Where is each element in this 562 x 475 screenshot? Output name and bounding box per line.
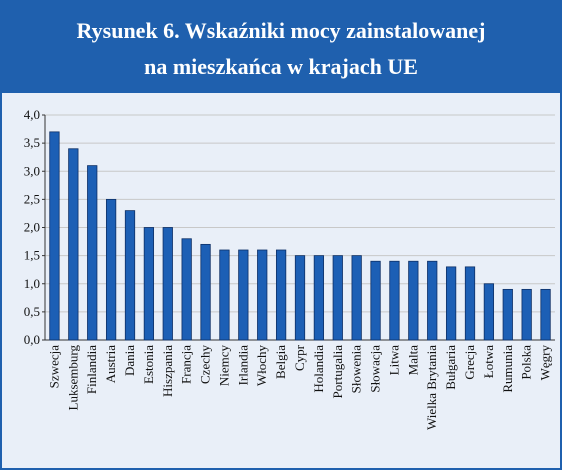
bar: [427, 260, 438, 341]
x-tick-label: Węgry: [538, 345, 553, 381]
y-tick-label: 3,5: [24, 135, 40, 150]
chart-title: Rysunek 6. Wskaźniki mocy zainstalowanej: [77, 18, 486, 43]
header: [0, 0, 562, 93]
bar: [162, 227, 173, 341]
y-tick-label: 3,0: [24, 163, 40, 178]
bar: [313, 255, 325, 341]
bar: [370, 260, 381, 341]
bar: [275, 249, 287, 341]
y-tick-label: 1,5: [24, 248, 40, 263]
x-tick-label: Rumunia: [500, 345, 515, 393]
x-tick-label: Litwa: [386, 345, 401, 376]
y-tick-label: 2,5: [24, 191, 40, 206]
bar: [389, 260, 400, 341]
bar: [464, 266, 476, 341]
x-tick-label: Bułgaria: [443, 345, 458, 390]
x-tick-label: Szwecja: [46, 345, 61, 389]
x-tick-label: Polska: [519, 345, 534, 380]
bar: [521, 288, 532, 341]
x-tick-label: Niemcy: [216, 345, 231, 387]
bar: [181, 238, 192, 341]
bar: [143, 227, 155, 341]
x-tick-label: Słowenia: [349, 345, 364, 394]
x-tick-label: Austria: [103, 345, 118, 384]
bar: [408, 260, 419, 341]
y-tick-label: 4,0: [24, 107, 40, 122]
bar: [49, 131, 60, 341]
bar: [332, 255, 343, 341]
x-tick-label: Czechy: [198, 345, 213, 384]
x-tick-label: Słowacja: [368, 345, 383, 393]
bar: [540, 288, 551, 341]
y-tick-label: 2,0: [24, 220, 40, 235]
bar: [87, 165, 98, 341]
x-tick-label: Dania: [122, 345, 137, 376]
x-tick-label: Irlandia: [235, 345, 250, 386]
y-tick-label: 1,0: [24, 276, 40, 291]
x-tick-label: Łotwa: [481, 345, 496, 378]
x-tick-label: Luksemburg: [65, 345, 80, 411]
x-tick-label: Grecja: [462, 345, 477, 380]
x-tick-label: Cypr: [292, 344, 307, 371]
x-tick-label: Francja: [179, 345, 194, 384]
x-tick-label: Wielka Brytania: [424, 345, 439, 430]
x-tick-label: Włochy: [254, 345, 269, 387]
bar: [200, 243, 211, 341]
bar: [238, 249, 249, 341]
x-tick-label: Estonia: [141, 345, 156, 384]
bar: [219, 249, 230, 341]
bar: [68, 148, 79, 341]
bar: [445, 266, 457, 341]
bar: [483, 283, 495, 341]
bar: [257, 249, 268, 341]
y-tick-label: 0,5: [24, 304, 40, 319]
y-tick-label: 0,0: [24, 332, 40, 347]
x-tick-label: Belgia: [273, 345, 288, 379]
x-tick-label: Hiszpania: [160, 345, 175, 397]
bar: [502, 288, 513, 341]
x-tick-label: Finlandia: [84, 345, 99, 394]
bar: [124, 210, 136, 341]
bar: [351, 255, 362, 341]
x-tick-label: Holandia: [311, 345, 326, 393]
x-tick-label: Malta: [405, 345, 420, 376]
bar: [294, 255, 306, 341]
x-tick-label: Portugalia: [330, 345, 345, 399]
chart-title: na mieszkańca w krajach UE: [144, 54, 418, 79]
bar: [105, 198, 117, 341]
